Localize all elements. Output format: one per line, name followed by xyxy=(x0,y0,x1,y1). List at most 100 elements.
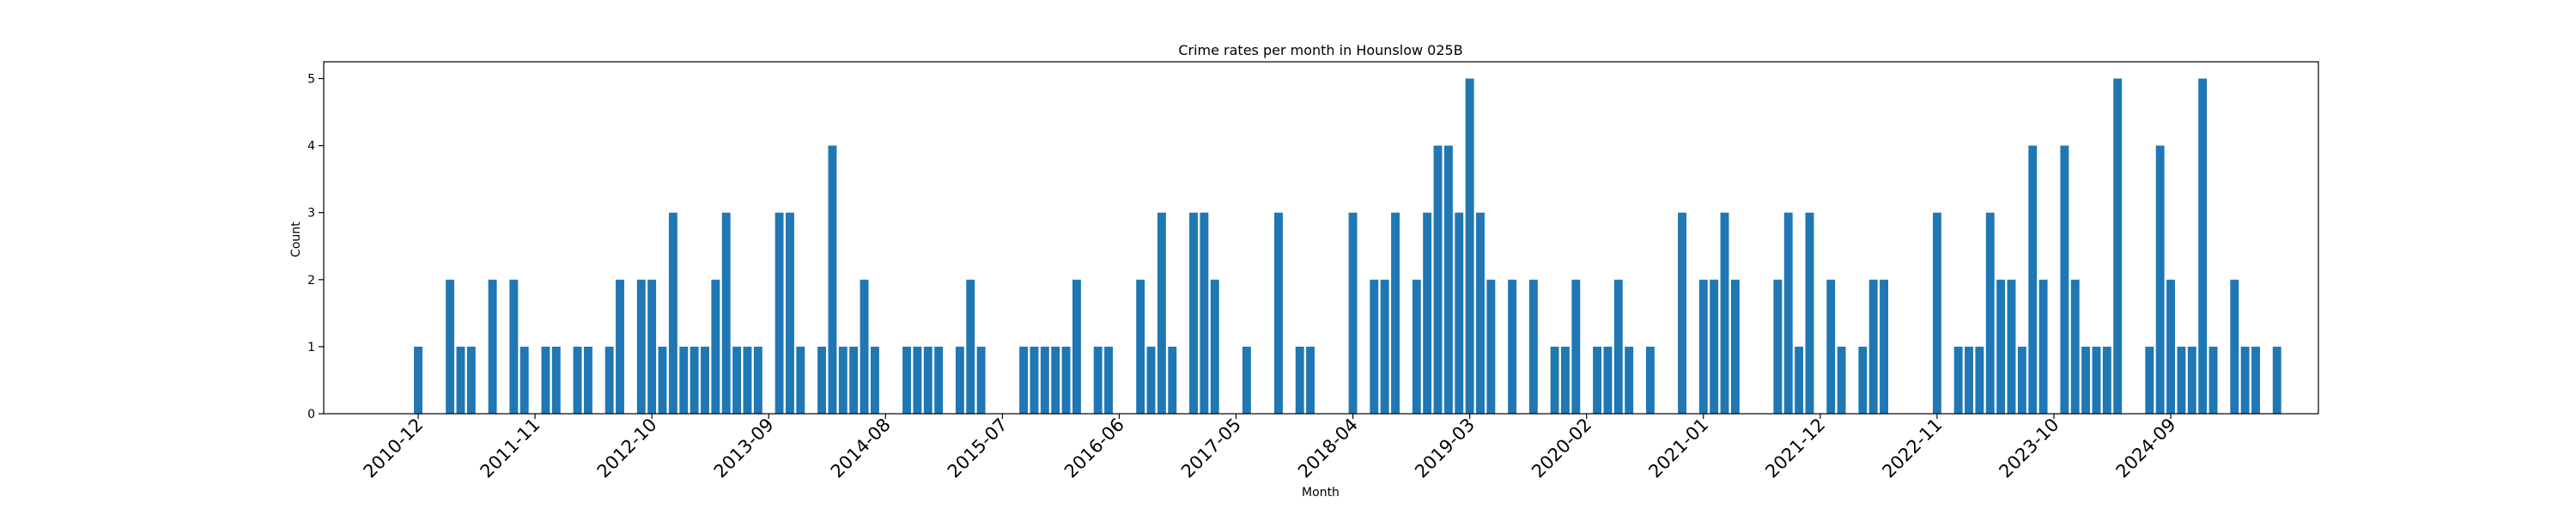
bar xyxy=(1433,145,1443,414)
bar xyxy=(2038,279,2048,414)
bar xyxy=(519,346,529,414)
bar xyxy=(509,279,519,414)
bar xyxy=(1274,212,1283,414)
x-tick-label: 2017-05 xyxy=(1177,415,1245,482)
x-axis-label: Month xyxy=(1302,486,1340,500)
y-tick-label: 0 xyxy=(307,408,315,421)
x-tick-label: 2023-10 xyxy=(1995,415,2063,482)
x-tick-label: 2021-12 xyxy=(1761,415,1829,482)
bar xyxy=(1528,279,1538,414)
bar xyxy=(1061,346,1071,414)
bar xyxy=(1773,279,1783,414)
bar xyxy=(2113,78,2123,415)
bar xyxy=(2198,78,2208,415)
bar xyxy=(1868,279,1878,414)
bar xyxy=(1975,346,1984,414)
bar xyxy=(668,212,677,414)
y-tick-label: 3 xyxy=(307,207,315,221)
bar xyxy=(1412,279,1421,414)
bar xyxy=(1805,212,1814,414)
bar xyxy=(955,346,964,414)
bar xyxy=(541,346,550,414)
bar xyxy=(786,212,794,414)
bar xyxy=(1465,78,1474,415)
x-tick-label: 2012-10 xyxy=(593,415,661,482)
x-tick-label: 2013-09 xyxy=(710,415,778,482)
bar xyxy=(2166,279,2175,414)
bar xyxy=(679,346,689,414)
x-ticks-group: 2010-12 2011-11 2012-10 2013-09 2014-08 2015-… xyxy=(360,414,2180,482)
y-tick-label: 2 xyxy=(307,274,315,288)
bar xyxy=(966,279,975,414)
bar xyxy=(1443,145,1453,414)
bar xyxy=(753,346,762,414)
bar xyxy=(1380,279,1389,414)
bar xyxy=(2081,346,2091,414)
x-tick-label: 2024-09 xyxy=(2112,415,2180,482)
bar xyxy=(2187,346,2196,414)
bar xyxy=(902,346,911,414)
bar xyxy=(701,346,709,414)
bar xyxy=(1168,346,1177,414)
bar xyxy=(1093,346,1103,414)
bar xyxy=(1730,279,1740,414)
x-tick-label: 2022-11 xyxy=(1878,415,1946,482)
bar xyxy=(2145,346,2154,414)
bar xyxy=(1932,212,1941,414)
x-tick-label: 2015-07 xyxy=(944,415,1012,482)
bar xyxy=(1625,346,1634,414)
bar xyxy=(583,346,592,414)
bar xyxy=(849,346,859,414)
bar xyxy=(1210,279,1219,414)
bar xyxy=(1613,279,1623,414)
bar xyxy=(1953,346,1963,414)
bar xyxy=(1571,279,1581,414)
bar xyxy=(1391,212,1400,414)
bar xyxy=(796,346,805,414)
bar xyxy=(2070,279,2080,414)
bar xyxy=(1455,212,1464,414)
bar xyxy=(838,346,848,414)
bar xyxy=(1040,346,1049,414)
bar xyxy=(1030,346,1039,414)
x-tick-label: 2020-02 xyxy=(1528,415,1595,482)
bar xyxy=(1561,346,1570,414)
bar xyxy=(860,279,869,414)
bar xyxy=(456,346,465,414)
bar xyxy=(1603,346,1613,414)
bar xyxy=(1072,279,1081,414)
x-tick-label: 2011-11 xyxy=(477,415,544,482)
bar xyxy=(1157,212,1166,414)
bar xyxy=(2251,346,2260,414)
x-tick-label: 2018-04 xyxy=(1294,415,1362,482)
bar xyxy=(1826,279,1836,414)
bar xyxy=(466,346,476,414)
bar xyxy=(743,346,752,414)
bar xyxy=(1720,212,1729,414)
x-tick-label: 2016-06 xyxy=(1060,415,1128,482)
bar xyxy=(828,145,837,414)
bar xyxy=(1295,346,1304,414)
bar xyxy=(1423,212,1432,414)
y-ticks-group: 0 1 2 3 4 5 xyxy=(307,73,324,421)
bar xyxy=(732,346,742,414)
bar xyxy=(573,346,582,414)
bar xyxy=(658,346,667,414)
y-axis-label: Count xyxy=(289,221,303,258)
bar xyxy=(913,346,922,414)
bar xyxy=(446,279,455,414)
bar xyxy=(1795,346,1804,414)
bar xyxy=(923,346,933,414)
bar xyxy=(1880,279,1889,414)
bar xyxy=(1136,279,1145,414)
bar xyxy=(1146,346,1156,414)
x-tick-label: 2019-03 xyxy=(1411,415,1479,482)
bar xyxy=(1593,346,1602,414)
bar xyxy=(2155,145,2165,414)
bar xyxy=(2230,279,2239,414)
bar xyxy=(1189,212,1198,414)
bar xyxy=(488,279,497,414)
bar xyxy=(1348,212,1358,414)
bar xyxy=(1783,212,1793,414)
bar xyxy=(711,279,720,414)
